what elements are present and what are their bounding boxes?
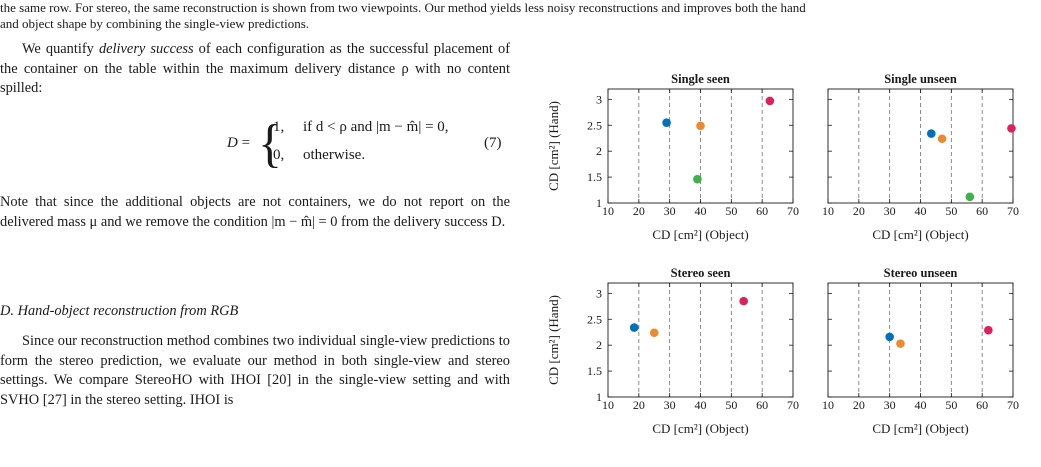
paragraph-1-emphasis: delivery success [98, 41, 194, 57]
y-tick-label: 2.5 [587, 118, 602, 132]
x-tick-label: 70 [1007, 204, 1019, 218]
x-tick-label: 20 [633, 398, 645, 412]
y-tick-label: 3 [596, 92, 602, 106]
x-axis-label: CD [cm²] (Object) [872, 421, 968, 436]
data-point [1007, 124, 1016, 133]
x-axis-label: CD [cm²] (Object) [652, 421, 748, 436]
x-tick-label: 70 [787, 204, 799, 218]
section-heading: D. Hand-object reconstruction from RGB [0, 303, 239, 319]
y-axis-label: CD [cm²] (Hand) [546, 295, 561, 385]
chart-title: Stereo seen [671, 266, 731, 280]
x-tick-label: 40 [695, 398, 707, 412]
chart-title: Stereo unseen [884, 266, 958, 280]
x-axis-label: CD [cm²] (Object) [872, 227, 968, 242]
x-tick-label: 30 [664, 398, 676, 412]
paragraph-delivery-success: We quantify delivery success of each con… [0, 40, 510, 99]
y-tick-label: 1.5 [587, 170, 602, 184]
equation-number: (7) [484, 135, 502, 151]
data-point [629, 323, 639, 332]
paragraph-reconstruction: Since our reconstruction method combines… [0, 332, 510, 410]
x-tick-label: 60 [976, 398, 988, 412]
x-axis-label: CD [cm²] (Object) [652, 227, 748, 242]
x-tick-label: 70 [1007, 398, 1019, 412]
data-point [739, 296, 748, 306]
x-tick-label: 50 [725, 204, 737, 218]
x-tick-label: 40 [695, 204, 707, 218]
paragraph-1-post: of each configuration as the successful … [0, 41, 510, 97]
x-tick-label: 10 [822, 398, 834, 412]
x-tick-label: 60 [976, 204, 988, 218]
scatter-figure: 10 20 30 40 50 60 70 1 1.5 2 2.5 3 Single seen CD [cm… [546, 72, 1019, 436]
x-tick-label: 30 [884, 398, 896, 412]
paragraph-1-pre: We quantify [22, 41, 99, 57]
caption-line-2: and object shape by combining the single… [0, 16, 310, 31]
equation-brace: { [258, 113, 282, 173]
x-tick-label: 10 [602, 204, 614, 218]
x-tick-label: 30 [664, 204, 676, 218]
paragraph-3-text: Since our reconstruction method combines… [0, 333, 510, 408]
y-tick-label: 2 [596, 144, 602, 158]
chart-title: Single unseen [884, 72, 957, 86]
x-tick-label: 20 [853, 204, 865, 218]
x-tick-label: 60 [756, 398, 768, 412]
x-tick-label: 50 [945, 398, 957, 412]
x-tick-label: 10 [602, 398, 614, 412]
x-tick-label: 40 [915, 398, 927, 412]
equation-case-1: 1, if d < ρ and |m − m̂| = 0, [273, 119, 449, 135]
y-tick-label: 2 [596, 338, 602, 352]
x-tick-label: 50 [725, 398, 737, 412]
paragraph-additional-objects: Note that since the additional objects a… [0, 193, 510, 232]
y-axis-label: CD [cm²] (Hand) [546, 101, 561, 191]
x-tick-label: 50 [945, 204, 957, 218]
data-point [965, 192, 975, 202]
y-tick-label: 1.5 [587, 364, 602, 378]
data-point [896, 339, 905, 348]
equation-case-2: 0, otherwise. [273, 147, 366, 163]
data-point [649, 328, 659, 338]
data-point [662, 118, 671, 127]
x-tick-label: 60 [756, 204, 768, 218]
y-tick-label: 3 [596, 286, 602, 300]
caption-line-1: the same row. For stereo, the same recon… [0, 0, 806, 15]
y-tick-label: 1 [596, 390, 602, 404]
data-point [885, 332, 894, 342]
x-tick-label: 20 [853, 398, 865, 412]
equation-7: D = { 1, if d < ρ and |m − m̂| = 0, 0, oth… [0, 113, 510, 177]
y-tick-label: 1 [596, 196, 602, 210]
data-point [765, 96, 775, 106]
chart-title: Single seen [671, 72, 730, 86]
x-tick-label: 20 [633, 204, 645, 218]
data-point [937, 134, 947, 144]
x-tick-label: 30 [884, 204, 896, 218]
paragraph-2-text: Note that since the additional objects a… [0, 194, 510, 230]
y-tick-label: 2.5 [587, 312, 602, 326]
equation-lhs: D = [227, 135, 251, 151]
x-tick-label: 70 [787, 398, 799, 412]
data-point [926, 129, 936, 138]
data-point [693, 174, 702, 184]
figure-caption: the same row. For stereo, the same recon… [0, 0, 1041, 32]
data-point [696, 121, 705, 131]
data-point [984, 325, 993, 335]
x-tick-label: 40 [915, 204, 927, 218]
x-tick-label: 10 [822, 204, 834, 218]
